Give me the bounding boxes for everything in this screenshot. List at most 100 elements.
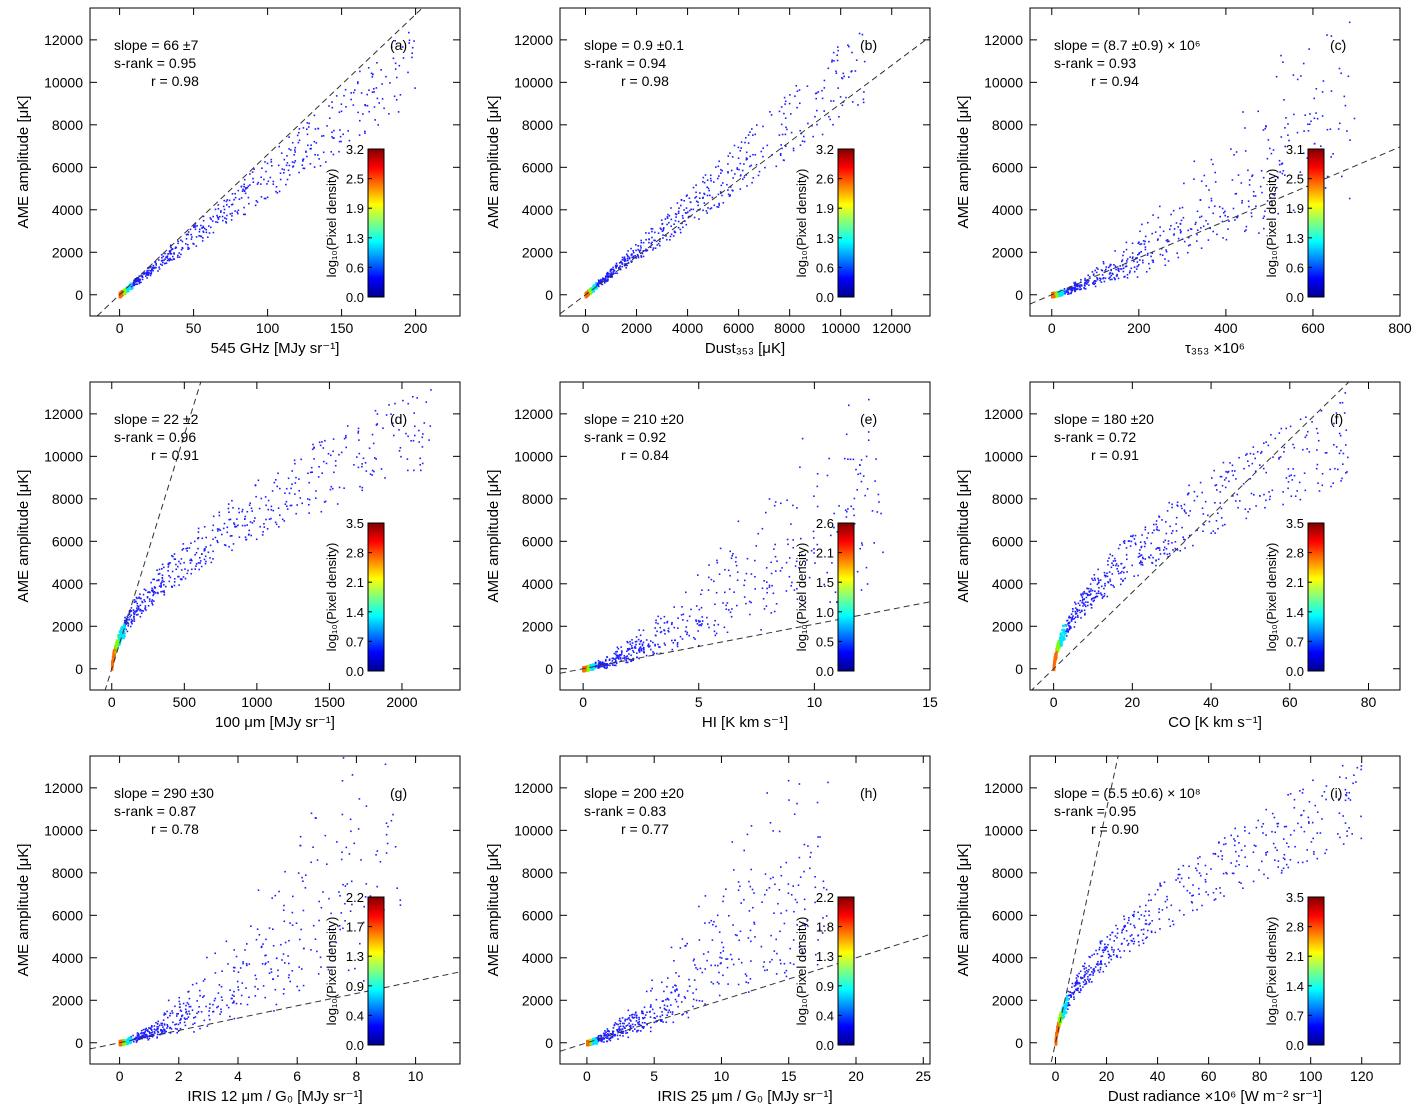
- scatter-point: [1287, 481, 1290, 483]
- scatter-point: [137, 1032, 140, 1035]
- y-tick-label: 4000: [52, 950, 83, 966]
- scatter-point: [1157, 547, 1160, 549]
- y-tick-label: 2000: [522, 618, 553, 634]
- scatter-point: [1192, 544, 1194, 547]
- scatter-point: [1218, 206, 1221, 208]
- scatter-point: [299, 938, 301, 941]
- scatter-point: [263, 526, 266, 528]
- colorbar-label: log₁₀(Pixel density): [324, 543, 339, 652]
- scatter-point: [261, 167, 263, 169]
- scatter-point: [141, 276, 144, 278]
- scatter-point: [1215, 520, 1218, 522]
- scatter-point: [720, 168, 722, 171]
- scatter-point: [123, 623, 126, 626]
- scatter-point: [171, 1012, 174, 1014]
- scatter-point: [728, 588, 731, 590]
- scatter-point: [1241, 202, 1243, 204]
- scatter-point: [645, 654, 648, 657]
- scatter-point: [130, 614, 132, 616]
- scatter-point: [1332, 482, 1334, 484]
- scatter-point: [1143, 545, 1146, 548]
- scatter-point: [271, 165, 273, 167]
- scatter-point: [859, 464, 861, 466]
- scatter-point: [178, 256, 181, 258]
- scatter-point: [1076, 285, 1078, 288]
- scatter-point: [228, 206, 230, 208]
- scatter-point: [745, 158, 748, 161]
- scatter-point: [1114, 560, 1117, 562]
- scatter-point: [1107, 581, 1110, 584]
- scatter-point: [1252, 190, 1255, 193]
- scatter-point: [342, 883, 344, 886]
- scatter-point: [1068, 627, 1071, 629]
- scatter-point: [254, 517, 256, 519]
- scatter-point: [199, 989, 201, 992]
- scatter-point: [620, 654, 622, 656]
- scatter-point: [174, 558, 177, 560]
- scatter-point: [1232, 474, 1234, 477]
- scatter-point: [398, 658, 400, 660]
- scatter-point: [746, 185, 748, 187]
- x-tick-label: 200: [404, 320, 428, 336]
- scatter-point: [852, 101, 854, 103]
- scatter-point: [290, 149, 292, 151]
- scatter-point: [594, 663, 597, 666]
- scatter-point: [847, 508, 849, 510]
- scatter-point: [207, 551, 210, 554]
- scatter-point: [144, 1033, 146, 1036]
- scatter-point: [242, 188, 244, 191]
- scatter-point: [184, 1024, 187, 1027]
- scatter-point: [161, 259, 164, 262]
- scatter-point: [1166, 510, 1169, 512]
- scatter-point: [1172, 530, 1174, 532]
- scatter-point: [1277, 212, 1279, 215]
- y-tick-label: 0: [75, 287, 83, 303]
- scatter-point: [151, 587, 153, 590]
- scatter-point: [1087, 281, 1089, 284]
- scatter-point: [1339, 434, 1342, 437]
- scatter-point: [1111, 278, 1113, 281]
- y-tick-label: 12000: [44, 406, 83, 422]
- colorbar-tick-label: 0.0: [346, 290, 364, 305]
- scatter-point: [240, 994, 243, 997]
- scatter-point: [169, 562, 171, 564]
- scatter-point: [289, 980, 291, 983]
- scatter-point: [688, 209, 691, 212]
- scatter-point: [1141, 564, 1144, 566]
- scatter-point: [1066, 628, 1068, 630]
- scatter-point: [353, 842, 355, 845]
- scatter-point: [821, 133, 824, 136]
- scatter-point: [670, 233, 673, 236]
- scatter-point: [736, 571, 739, 573]
- scatter-point: [752, 177, 755, 179]
- scatter-point: [187, 233, 190, 236]
- scatter-point: [641, 647, 643, 650]
- scatter-point: [700, 624, 703, 627]
- scatter-point: [199, 1027, 201, 1030]
- scatter-point: [1183, 510, 1186, 513]
- scatter-point: [1202, 225, 1205, 228]
- scatter-point: [215, 221, 217, 223]
- scatter-point: [139, 608, 142, 611]
- scatter-point: [361, 486, 364, 489]
- scatter-point: [1102, 595, 1104, 598]
- scatter-point: [1315, 467, 1318, 470]
- scatter-point: [1251, 174, 1254, 176]
- stat-slope: slope = 0.9 ±0.1: [584, 37, 684, 53]
- scatter-point: [1072, 615, 1074, 617]
- y-tick-label: 8000: [992, 491, 1023, 507]
- scatter-point: [141, 1034, 144, 1037]
- scatter-point: [282, 993, 285, 995]
- y-tick-label: 12000: [44, 780, 83, 796]
- scatter-point: [726, 183, 728, 186]
- scatter-point: [1100, 269, 1103, 271]
- scatter-point: [233, 523, 236, 525]
- scatter-point: [1133, 266, 1136, 268]
- scatter-point: [728, 195, 731, 197]
- scatter-point: [727, 155, 730, 157]
- scatter-point: [741, 169, 744, 172]
- scatter-point: [1270, 434, 1272, 436]
- scatter-point: [1284, 127, 1286, 129]
- scatter-point: [723, 626, 726, 629]
- scatter-point: [671, 623, 673, 626]
